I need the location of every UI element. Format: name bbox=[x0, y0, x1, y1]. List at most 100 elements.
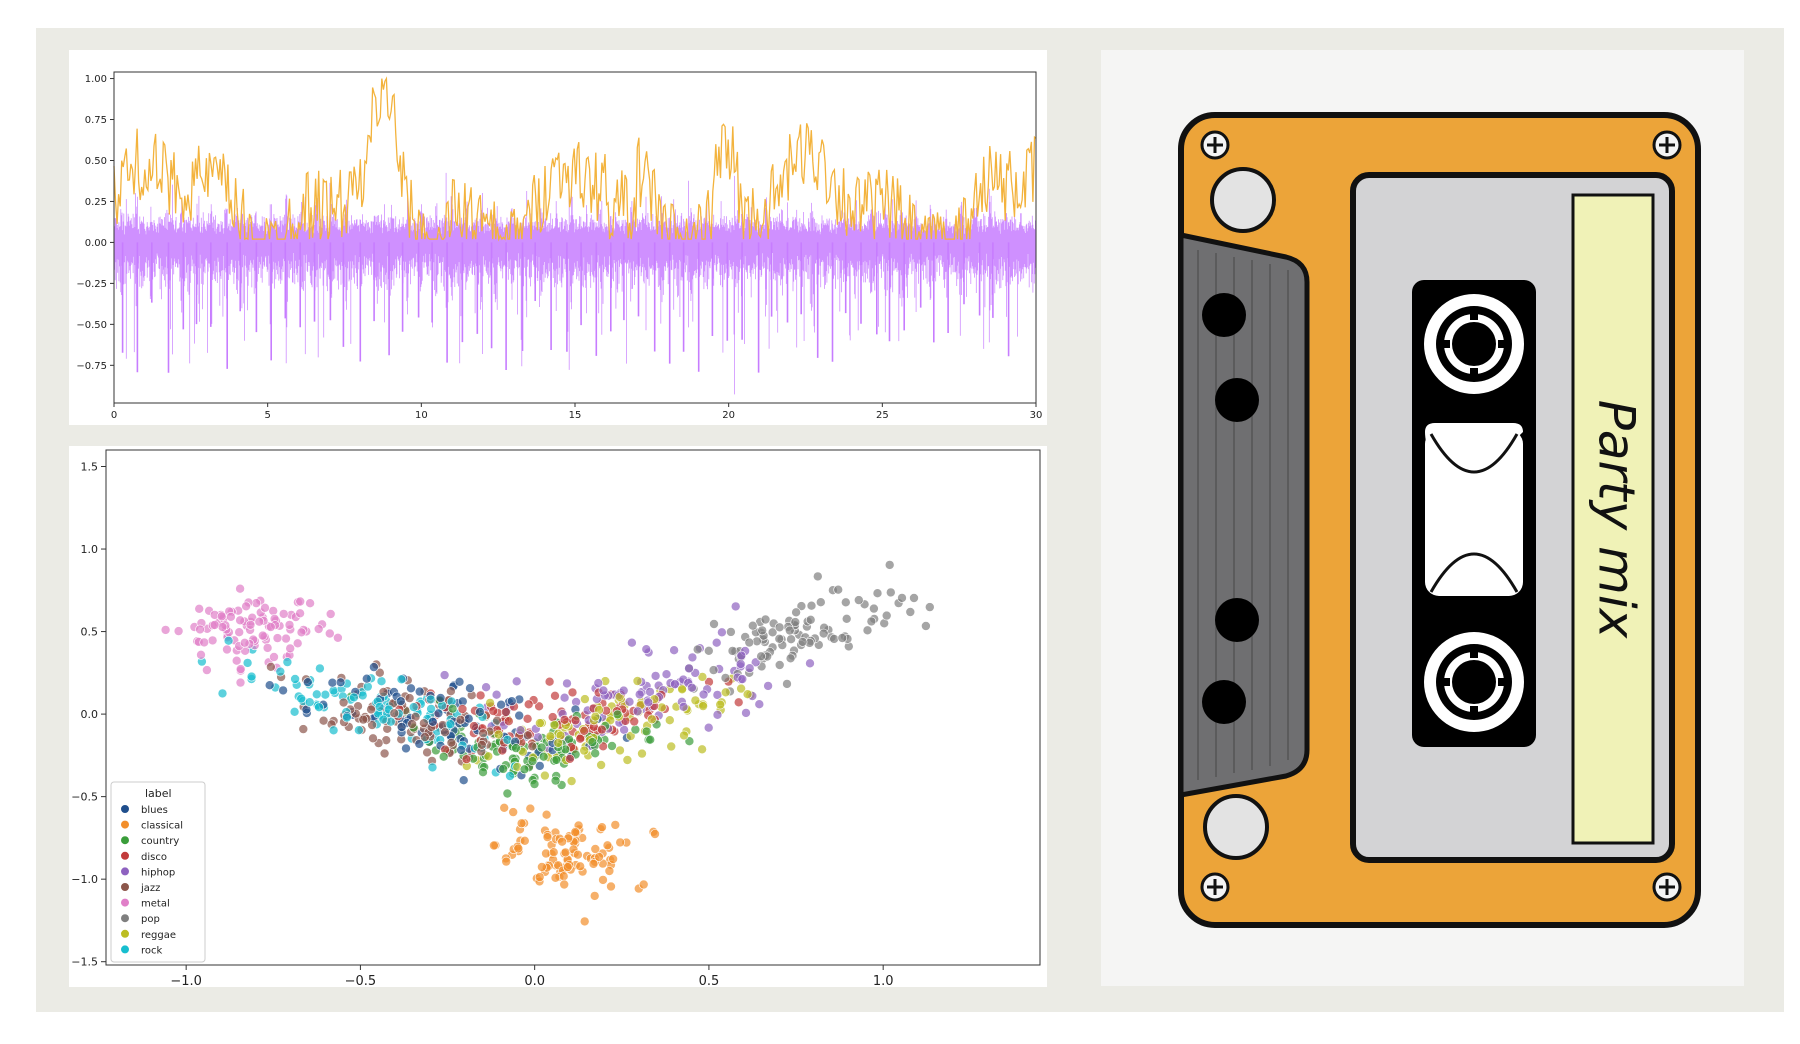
scatter-point bbox=[812, 571, 823, 582]
scatter-point bbox=[235, 664, 246, 674]
waveform-spikes bbox=[121, 242, 1010, 373]
legend-swatch bbox=[121, 945, 129, 954]
scatter-point bbox=[475, 707, 485, 717]
x-tick-label: −1.0 bbox=[170, 974, 202, 987]
scatter-point bbox=[537, 862, 547, 872]
y-tick-label: −1.0 bbox=[71, 873, 98, 886]
scatter-point bbox=[439, 670, 450, 680]
legend-label: jazz bbox=[140, 883, 160, 894]
scatter-point bbox=[560, 847, 571, 858]
y-tick-label: 1.5 bbox=[81, 461, 99, 474]
scatter-point bbox=[575, 733, 586, 744]
scatter-point bbox=[709, 619, 719, 629]
legend-label: classical bbox=[141, 821, 183, 832]
reel-icon bbox=[1424, 632, 1524, 732]
scatter-point bbox=[703, 646, 714, 656]
scatter-point bbox=[427, 716, 438, 727]
screw-icon bbox=[1652, 130, 1682, 160]
scatter-point bbox=[909, 593, 919, 603]
scatter-point bbox=[362, 681, 373, 692]
scatter-point bbox=[295, 596, 305, 607]
scatter-point bbox=[420, 732, 430, 742]
scatter-point bbox=[833, 584, 844, 595]
scatter-point bbox=[703, 722, 714, 733]
sprocket-hole bbox=[1215, 378, 1259, 422]
guide-hole bbox=[1203, 794, 1269, 860]
scatter-point bbox=[708, 665, 719, 675]
scatter-point bbox=[496, 699, 506, 710]
scatter-point bbox=[379, 748, 390, 759]
scatter-point bbox=[760, 614, 771, 625]
scatter-point bbox=[305, 598, 315, 608]
scatter-point bbox=[254, 616, 265, 627]
scatter-point bbox=[637, 748, 647, 759]
scatter-point bbox=[458, 775, 469, 786]
scatter-point bbox=[426, 704, 436, 714]
scatter-point bbox=[587, 737, 598, 747]
scatter-point bbox=[516, 818, 527, 829]
y-tick-label: 0.0 bbox=[81, 708, 99, 721]
scatter-point bbox=[634, 689, 645, 700]
scatter-point bbox=[457, 704, 468, 714]
scatter-point bbox=[361, 673, 372, 684]
scatter-point bbox=[815, 597, 826, 607]
scatter-point bbox=[368, 733, 378, 744]
reel-icon bbox=[1424, 294, 1524, 394]
scatter-point bbox=[579, 745, 590, 756]
scatter-point bbox=[604, 866, 615, 876]
sprocket-hole bbox=[1215, 598, 1259, 642]
guide-hole bbox=[1210, 167, 1276, 233]
scatter-point bbox=[513, 843, 524, 854]
scatter-point bbox=[408, 702, 419, 712]
scatter-point bbox=[461, 754, 472, 765]
x-tick-label: 25 bbox=[876, 410, 889, 421]
y-tick-label: 0.75 bbox=[85, 115, 107, 126]
scatter-point bbox=[632, 676, 643, 686]
scatter-point bbox=[756, 651, 766, 662]
scatter-point bbox=[296, 627, 307, 638]
scatter-point bbox=[744, 663, 755, 673]
scatter-point bbox=[598, 875, 608, 885]
scatter-point bbox=[491, 689, 502, 700]
scatter-point bbox=[389, 708, 400, 719]
scatter-point bbox=[465, 683, 475, 693]
scatter-point bbox=[456, 745, 467, 755]
scatter-point bbox=[222, 644, 232, 655]
scatter-point bbox=[596, 760, 606, 770]
scatter-point bbox=[866, 616, 877, 627]
tape-window-center bbox=[1425, 430, 1523, 596]
scatter-point bbox=[742, 689, 753, 699]
scatter-y-ticks: 1.5 1.0 0.5 0.0 −0.5 −1.0 −1.5 bbox=[71, 461, 106, 969]
x-tick-label: 0.5 bbox=[699, 974, 720, 987]
scatter-point bbox=[455, 714, 466, 725]
scatter-point bbox=[328, 725, 339, 736]
scatter-point bbox=[661, 669, 672, 679]
scatter-point bbox=[726, 627, 736, 637]
scatter-point bbox=[234, 627, 244, 637]
scatter-point bbox=[641, 726, 652, 737]
scatter-point bbox=[407, 719, 417, 729]
scatter-point bbox=[284, 620, 295, 630]
scatter-point bbox=[422, 747, 432, 758]
scatter-point bbox=[638, 879, 649, 890]
scatter-point bbox=[541, 809, 552, 820]
x-tick-label: 15 bbox=[569, 410, 582, 421]
scatter-point bbox=[632, 706, 643, 717]
scatter-point bbox=[602, 840, 613, 851]
scatter-point bbox=[645, 687, 655, 697]
scatter-point bbox=[264, 680, 275, 690]
waveform-line bbox=[113, 172, 1037, 395]
scatter-point bbox=[684, 663, 694, 674]
scatter-point bbox=[840, 597, 851, 608]
scatter-point bbox=[493, 729, 504, 740]
scatter-point bbox=[679, 730, 689, 741]
scatter-axes-frame bbox=[105, 449, 1041, 966]
scatter-point bbox=[505, 771, 515, 781]
scatter-point bbox=[669, 645, 679, 655]
scatter-point bbox=[396, 674, 407, 685]
scatter-point bbox=[278, 685, 288, 696]
legend-swatch bbox=[121, 867, 129, 876]
scatter-point bbox=[573, 849, 583, 860]
scatter-point bbox=[508, 807, 519, 817]
scatter-point bbox=[733, 697, 744, 708]
